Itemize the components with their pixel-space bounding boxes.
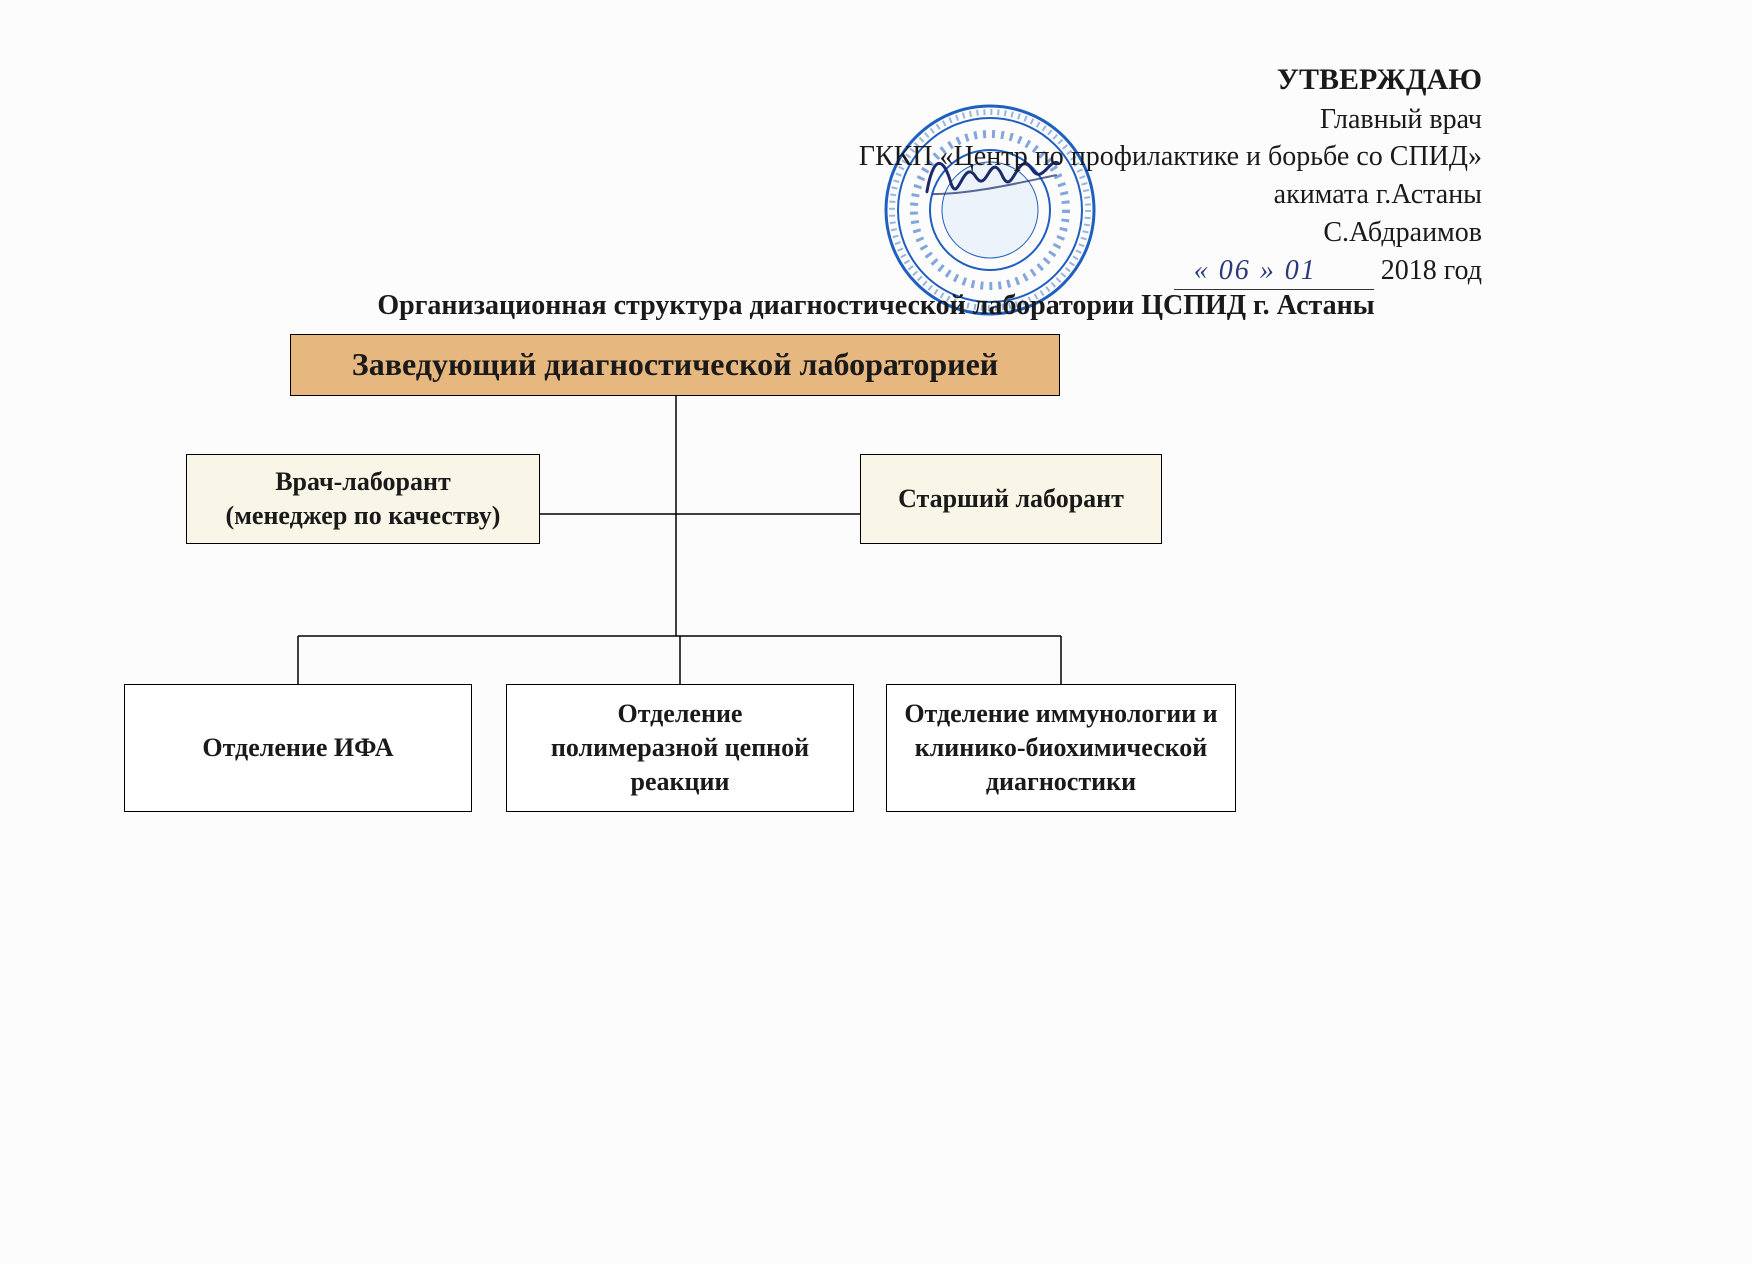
text-line: (менеджер по качеству) [226, 501, 501, 530]
approval-org-line2: акимата г.Астаны [859, 176, 1482, 214]
org-node-quality-manager: Врач-лаборант (менеджер по качеству) [186, 454, 540, 544]
org-node-dept-pcr: Отделение полимеразной цепной реакции [506, 684, 854, 812]
org-node-dept-immunology: Отделение иммунологии и клинико-биохимич… [886, 684, 1236, 812]
org-node-dept-pcr-label: Отделение полимеразной цепной реакции [551, 697, 809, 798]
org-node-dept-ifa: Отделение ИФА [124, 684, 472, 812]
approval-title: УТВЕРЖДАЮ [859, 60, 1482, 101]
org-node-quality-manager-label: Врач-лаборант (менеджер по качеству) [226, 465, 501, 533]
org-node-dept-ifa-label: Отделение ИФА [202, 731, 393, 765]
approval-year: 2018 год [1374, 255, 1482, 286]
text-line: Отделение иммунологии и [904, 699, 1217, 728]
approval-name: С.Абдраимов [859, 214, 1482, 252]
org-node-head: Заведующий диагностической лабораторией [290, 334, 1060, 396]
text-line: полимеразной цепной [551, 733, 809, 762]
text-line: Отделение [618, 699, 743, 728]
approval-role: Главный врач [859, 101, 1482, 139]
org-node-dept-immunology-label: Отделение иммунологии и клинико-биохимич… [904, 697, 1217, 798]
page: УТВЕРЖДАЮ Главный врач ГККП «Центр по пр… [0, 0, 1752, 1264]
org-node-senior-lab: Старший лаборант [860, 454, 1162, 544]
approval-handwritten-date: « 06 » 01 [1174, 252, 1374, 291]
text-line: клинико-биохимической [915, 733, 1208, 762]
approval-block: УТВЕРЖДАЮ Главный врач ГККП «Центр по пр… [859, 60, 1482, 290]
org-node-head-label: Заведующий диагностической лабораторией [352, 344, 998, 386]
text-line: реакции [631, 767, 730, 796]
text-line: диагностики [986, 767, 1136, 796]
approval-date-line: « 06 » 01 2018 год [1174, 252, 1482, 291]
text-line: Врач-лаборант [275, 467, 451, 496]
approval-org: ГККП «Центр по профилактике и борьбе со … [859, 138, 1482, 176]
section-title: Организационная структура диагностическо… [0, 290, 1752, 322]
org-node-senior-lab-label: Старший лаборант [898, 482, 1124, 516]
